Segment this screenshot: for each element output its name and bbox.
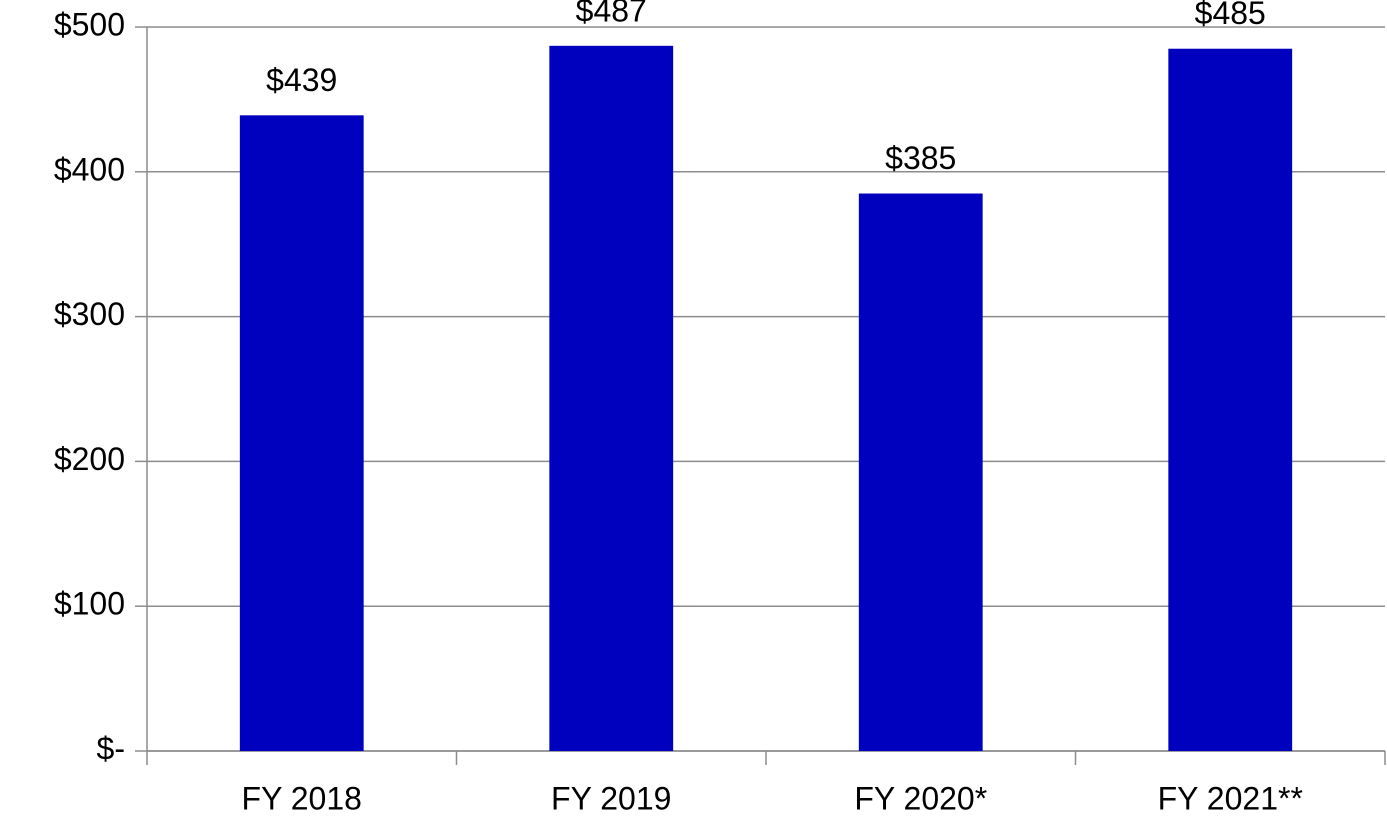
- data-label: $485: [1195, 0, 1266, 31]
- data-label: $487: [576, 0, 647, 28]
- x-tick-label: FY 2019: [551, 780, 671, 816]
- x-tick-label: FY 2021**: [1158, 780, 1303, 816]
- x-tick-label: FY 2018: [242, 780, 362, 816]
- y-tick-label: $500: [54, 6, 125, 42]
- data-label: $439: [266, 62, 337, 98]
- data-label: $385: [885, 140, 956, 176]
- y-tick-label: $300: [54, 296, 125, 332]
- bar: [858, 193, 983, 751]
- y-tick-label: $100: [54, 586, 125, 622]
- y-tick-label: $200: [54, 441, 125, 477]
- bar: [1168, 48, 1293, 752]
- x-tick-label: FY 2020*: [854, 780, 987, 816]
- bar: [549, 45, 674, 752]
- y-tick-label: $400: [54, 151, 125, 187]
- y-tick-label: $-: [97, 730, 125, 766]
- bar: [239, 115, 364, 751]
